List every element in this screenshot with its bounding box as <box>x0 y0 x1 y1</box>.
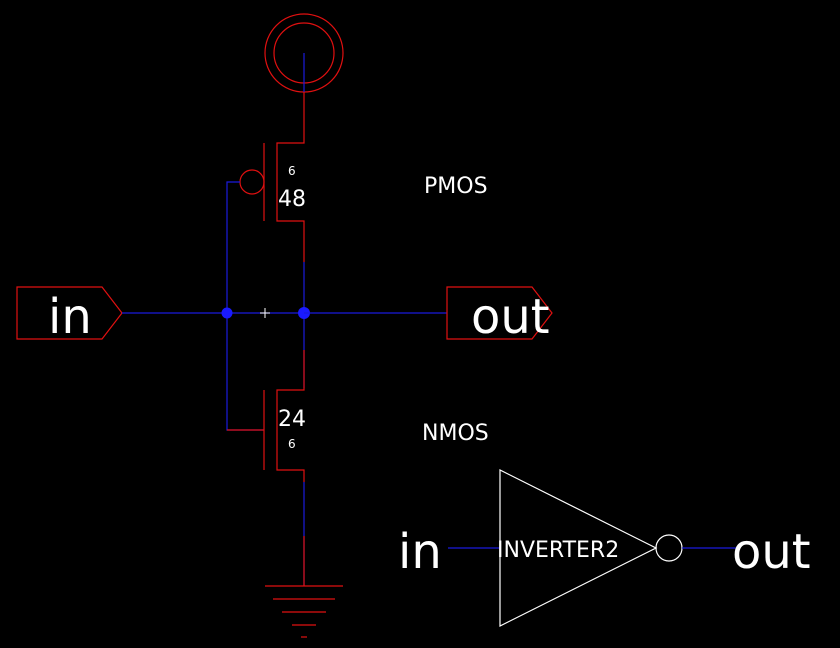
inverter-output-label: out <box>732 524 811 580</box>
pmos-length-label: 6 <box>288 164 296 178</box>
output-pin-label: out <box>471 289 550 345</box>
pmos-name-label: PMOS <box>424 174 488 199</box>
ground-symbol[interactable] <box>265 536 343 638</box>
vdd-supply-symbol[interactable] <box>264 13 344 93</box>
input-pin-label: in <box>48 289 92 345</box>
output-pin[interactable]: out <box>446 286 553 345</box>
nmos-transistor[interactable] <box>227 350 305 482</box>
nmos-width-label: 24 <box>278 407 306 432</box>
inverter-name-label: INVERTER2 <box>497 538 619 563</box>
pmos-gate-wire[interactable] <box>226 181 264 431</box>
pmos-width-label: 48 <box>278 187 306 212</box>
inverter-input-label: in <box>398 524 442 580</box>
origin-cross-icon <box>260 308 270 318</box>
input-pin[interactable]: in <box>16 286 123 345</box>
nmos-length-label: 6 <box>288 437 296 451</box>
inverter-symbol[interactable]: INVERTER2 <box>448 469 736 627</box>
input-junction-dot <box>221 307 233 319</box>
nmos-name-label: NMOS <box>422 421 489 446</box>
